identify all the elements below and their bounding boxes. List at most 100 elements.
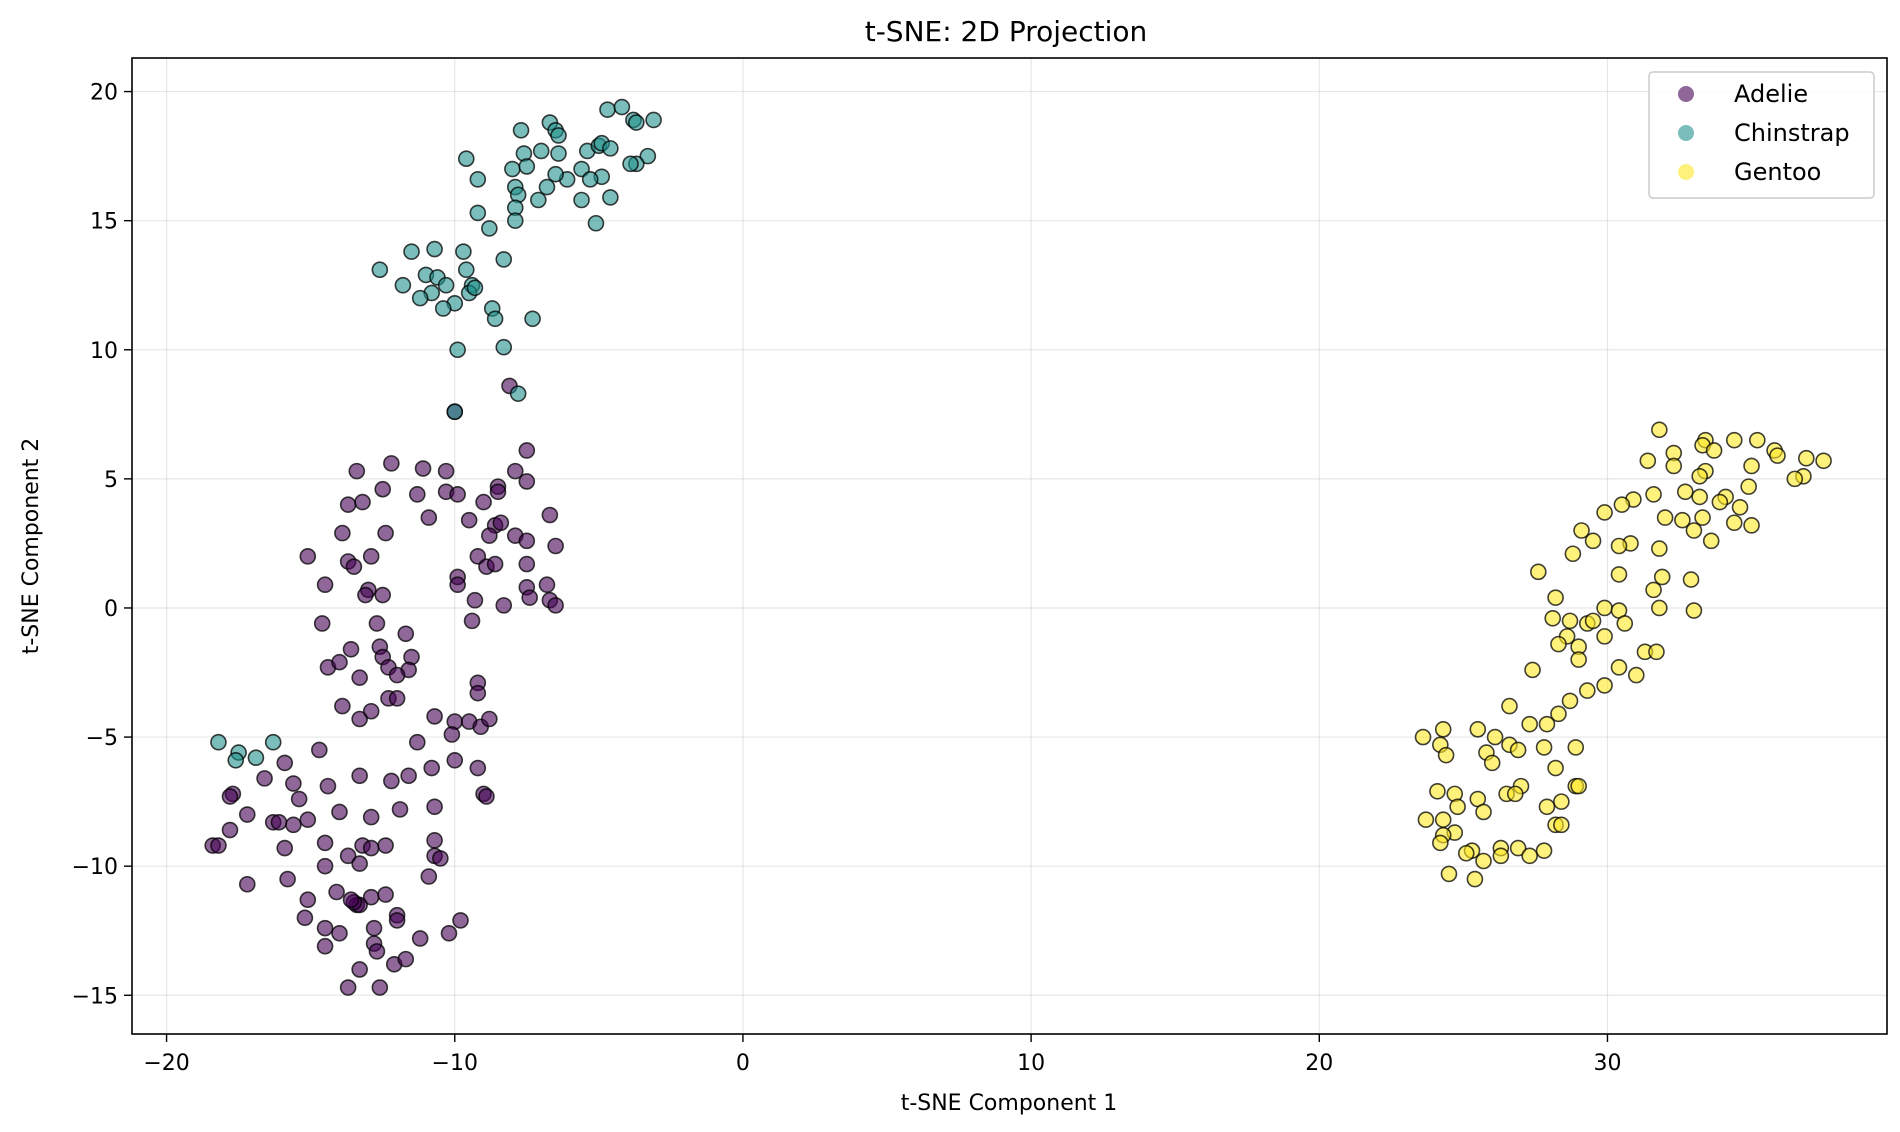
scatter-point (339, 979, 357, 996)
scatter-point (1535, 842, 1553, 859)
scatter-point (276, 839, 294, 857)
scatter-point (481, 527, 498, 544)
scatter-point (581, 171, 599, 188)
scatter-point (622, 155, 639, 173)
scatter-point (550, 127, 567, 144)
scatter-point (210, 733, 227, 751)
legend-label: Gentoo (1734, 158, 1821, 186)
scatter-point (1694, 509, 1711, 526)
scatter-point (446, 752, 464, 769)
scatter-point (328, 883, 345, 901)
scatter-point (1486, 728, 1504, 746)
scatter-point (1509, 839, 1527, 857)
scatter-point (1538, 798, 1556, 816)
scatter-point (345, 558, 363, 575)
scatter-point (1740, 478, 1757, 495)
scatter-point (1417, 811, 1435, 828)
series-adelie (204, 377, 564, 996)
scatter-point (1731, 498, 1749, 516)
scatter-point (469, 204, 487, 222)
scatter-point (331, 653, 348, 671)
scatter-point (463, 612, 481, 630)
scatter-point (466, 279, 484, 297)
scatter-point (481, 220, 498, 237)
scatter-point (348, 462, 366, 480)
scatter-point (331, 925, 348, 942)
y-tick-label: −10 (72, 855, 118, 880)
scatter-point (331, 803, 348, 821)
scatter-point (486, 555, 504, 573)
scatter-point (316, 576, 334, 594)
scatter-point (1553, 793, 1570, 810)
scatter-point (452, 912, 469, 929)
scatter-point (434, 300, 452, 317)
y-tick-label: 20 (90, 81, 118, 106)
scatter-point (437, 462, 455, 480)
scatter-point (1434, 721, 1452, 738)
scatter-point (1550, 635, 1567, 653)
scatter-point (339, 496, 357, 513)
scatter-point (227, 752, 245, 769)
scatter-point (276, 754, 294, 772)
scatter-point (518, 473, 536, 490)
scatter-point (299, 548, 317, 565)
scatter-point (440, 925, 458, 942)
scatter-point (1561, 692, 1579, 710)
scatter-point (1596, 599, 1613, 617)
scatter-point (316, 834, 334, 852)
scatter-point (455, 243, 472, 260)
scatter-point (449, 341, 466, 359)
scatter-point (489, 483, 507, 501)
scatter-point (587, 214, 605, 232)
scatter-point (388, 690, 406, 707)
scatter-point (1685, 602, 1703, 619)
scatter-point (357, 586, 374, 604)
scatter-point (492, 514, 510, 532)
scatter-point (1561, 612, 1579, 630)
scatter-point (221, 821, 239, 839)
scatter-point (1449, 798, 1466, 816)
scatter-point (532, 142, 550, 160)
scatter-point (478, 788, 495, 805)
legend-box (1648, 71, 1875, 199)
scatter-point (319, 777, 337, 795)
scatter-point (383, 455, 400, 472)
scatter-point (362, 808, 380, 826)
scatter-point (414, 460, 432, 477)
scatter-point (362, 888, 380, 906)
scatter-point (351, 855, 368, 872)
scatter-point (1645, 581, 1662, 599)
scatter-point (446, 403, 464, 421)
scatter-point (1656, 509, 1674, 526)
scatter-point (457, 150, 475, 167)
scatter-point (1725, 431, 1743, 449)
scatter-point (1434, 811, 1452, 828)
scatter-point (530, 191, 547, 209)
scatter-point (1711, 493, 1729, 511)
scatter-point (351, 710, 368, 728)
scatter-point (388, 666, 406, 684)
scatter-point (371, 261, 389, 279)
scatter-point (383, 772, 400, 790)
scatter-point (1653, 568, 1671, 586)
scatter-point (512, 121, 530, 139)
scatter-point (1544, 609, 1562, 627)
scatter-point (1610, 537, 1628, 555)
chart-title: t-SNE: 2D Projection (865, 15, 1148, 48)
scatter-point (457, 261, 475, 279)
scatter-point (1665, 457, 1683, 475)
scatter-point (1535, 739, 1553, 756)
scatter-point (403, 243, 420, 260)
scatter-point (449, 486, 466, 503)
scatter-point (1651, 599, 1668, 617)
y-axis-ticks: −15 −10 −5 0 5 10 15 20 (72, 81, 132, 1009)
scatter-point (573, 191, 590, 209)
scatter-point (411, 930, 429, 947)
scatter-point (210, 837, 227, 854)
scatter-point (1616, 615, 1634, 632)
scatter-point (495, 338, 513, 356)
scatter-point (1553, 816, 1570, 834)
scatter-point (538, 576, 556, 594)
scatter-point (1524, 661, 1541, 679)
